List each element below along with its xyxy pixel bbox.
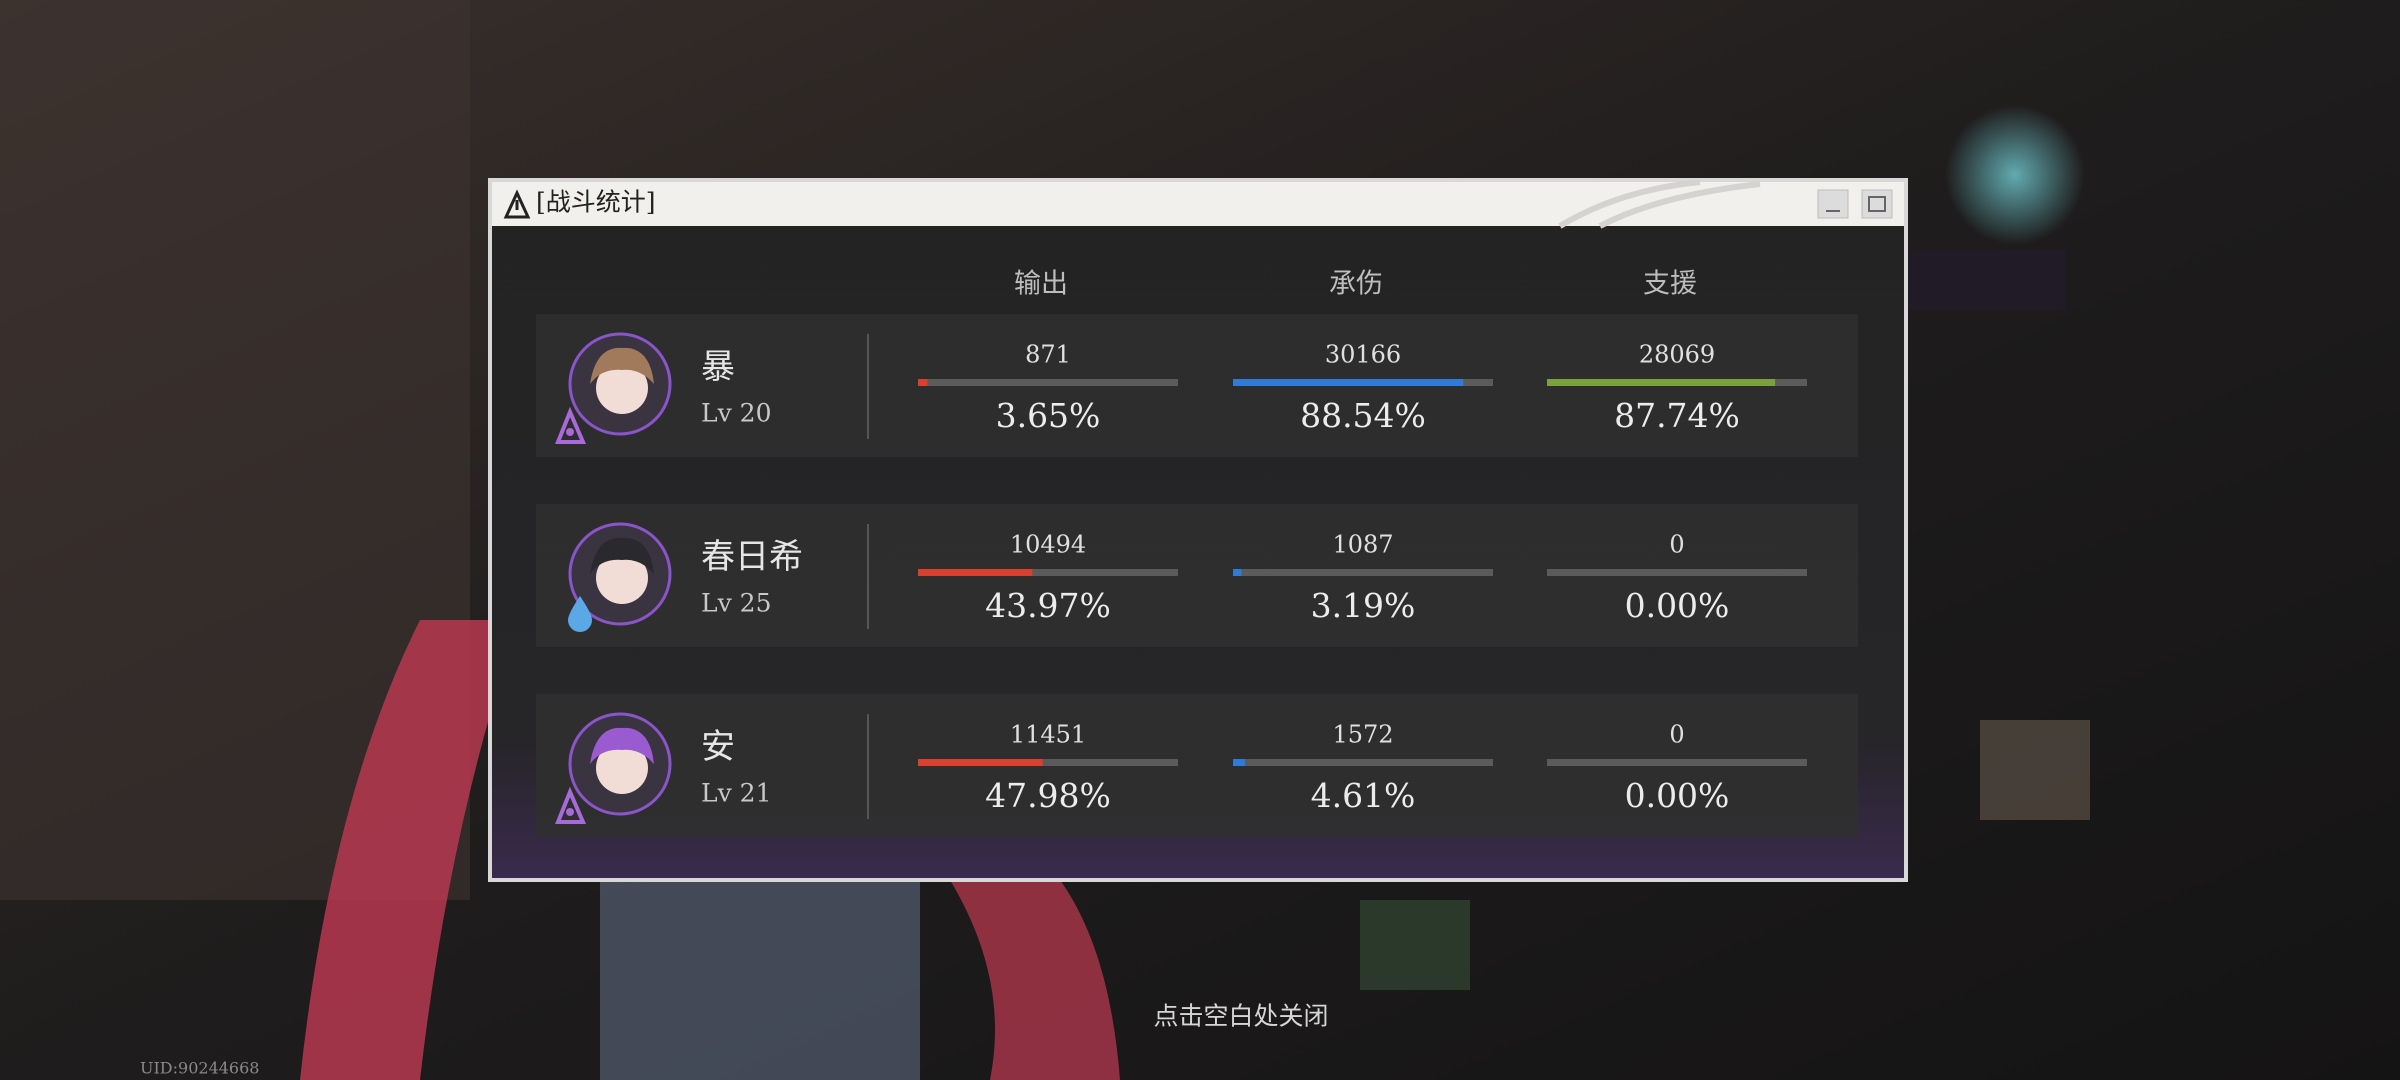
bar-track <box>1547 759 1807 766</box>
stat-value: 0 <box>1669 531 1684 559</box>
maximize-button[interactable] <box>1861 189 1893 219</box>
bar-track <box>918 569 1178 576</box>
avatar-face <box>596 362 648 414</box>
share-label: 0.00% <box>1625 586 1730 625</box>
share-bar <box>1233 759 1245 766</box>
share-label: 87.74% <box>1614 396 1740 435</box>
element-icon <box>555 406 587 444</box>
bar-track <box>1233 759 1493 766</box>
bg-hair <box>950 880 1120 1080</box>
element-icon <box>566 428 574 436</box>
share-label: 43.97% <box>985 586 1111 625</box>
share-bar <box>918 759 1043 766</box>
bar-track <box>1547 569 1807 576</box>
avatar-hair <box>590 537 654 574</box>
element-icon <box>568 596 592 632</box>
bar-track <box>918 379 1178 386</box>
element-icon <box>566 808 574 816</box>
share-bar <box>918 569 1033 576</box>
character-name: 暴 <box>701 347 735 387</box>
column-header: 承伤 <box>1329 269 1383 300</box>
title-bar <box>492 182 1904 226</box>
stat-value: 871 <box>1025 341 1071 369</box>
share-bar <box>918 379 928 386</box>
stat-value: 0 <box>1669 721 1684 749</box>
bar-track <box>1233 569 1493 576</box>
bg-glow <box>1945 105 2085 245</box>
character-level: Lv 25 <box>701 589 771 618</box>
minimize-button[interactable] <box>1817 189 1849 219</box>
window-title: [战斗统计] <box>536 188 656 217</box>
share-label: 88.54% <box>1300 396 1426 435</box>
column-header: 输出 <box>1014 269 1068 300</box>
stat-value: 1572 <box>1332 721 1393 749</box>
character-name: 春日希 <box>701 537 803 577</box>
share-label: 0.00% <box>1625 776 1730 815</box>
title-deco <box>1558 179 1761 229</box>
share-bar <box>1547 379 1776 386</box>
stat-value: 10494 <box>1010 531 1086 559</box>
character-row: 安 Lv 21 11451 47.98% 1572 4.61% 0 0.00% <box>536 694 1858 837</box>
bg-item <box>1360 900 1470 990</box>
bar-track <box>918 759 1178 766</box>
close-hint[interactable]: 点击空白处关闭 <box>1153 1002 1328 1031</box>
share-bar <box>1233 379 1464 386</box>
warning-icon <box>503 189 531 219</box>
character-level: Lv 20 <box>701 399 771 428</box>
maximize-icon <box>1868 196 1886 212</box>
stat-value: 30166 <box>1325 341 1401 369</box>
uid: UID:90244668 <box>140 1059 259 1078</box>
column-header: 支援 <box>1643 269 1697 300</box>
avatar-face <box>596 552 648 604</box>
bg-hair <box>300 620 520 1080</box>
share-label: 47.98% <box>985 776 1111 815</box>
avatar-hair <box>590 347 654 384</box>
stat-value: 1087 <box>1332 531 1393 559</box>
avatar-hair <box>590 727 654 764</box>
character-row: 暴 Lv 20 871 3.65% 30166 88.54% 28069 87.74% <box>536 314 1858 457</box>
bg-item <box>1980 720 2090 820</box>
element-icon <box>555 786 587 824</box>
share-label: 3.19% <box>1311 586 1416 625</box>
character-level: Lv 21 <box>701 779 771 808</box>
share-bar <box>1233 569 1242 576</box>
stat-value: 11451 <box>1010 721 1086 749</box>
share-label: 4.61% <box>1311 776 1416 815</box>
character-row: 春日希 Lv 25 10494 43.97% 1087 3.19% 0 0.00% <box>536 504 1858 647</box>
stat-value: 28069 <box>1639 341 1715 369</box>
bg-figure <box>600 880 920 1080</box>
share-label: 3.65% <box>996 396 1101 435</box>
bg-panel <box>1906 250 2066 310</box>
avatar-face <box>596 742 648 794</box>
character-name: 安 <box>701 727 735 767</box>
